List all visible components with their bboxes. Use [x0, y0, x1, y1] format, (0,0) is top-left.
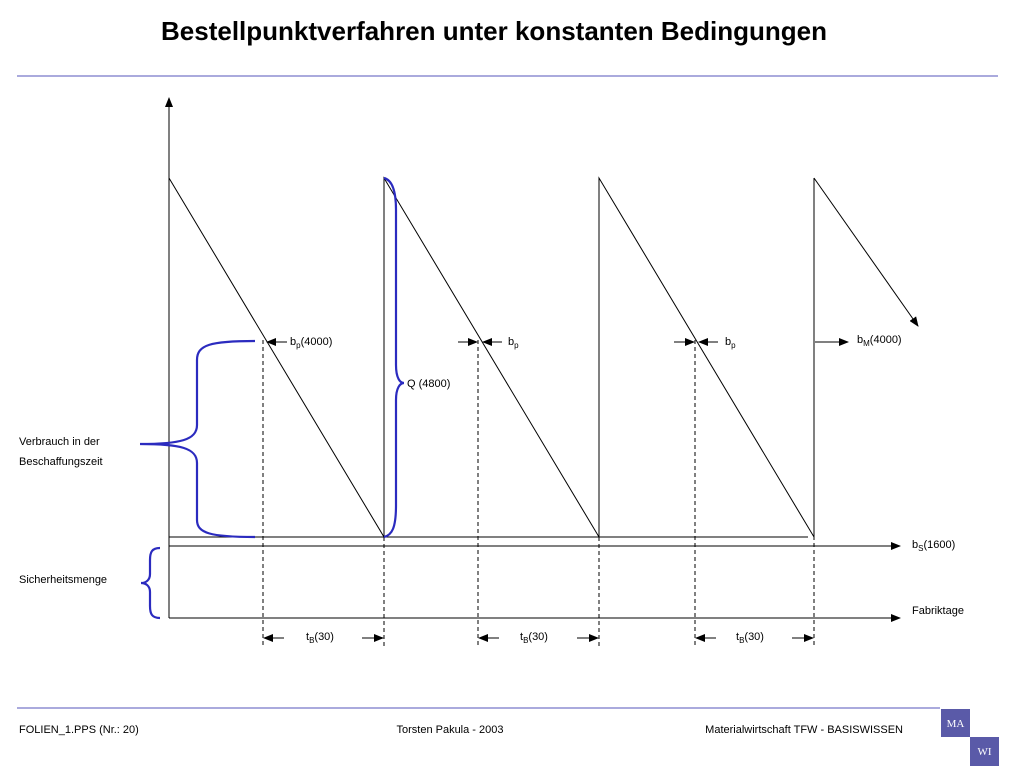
reorder-label: bp(4000) — [290, 336, 332, 350]
logo-text: MA — [947, 718, 965, 730]
dashed-lines — [262, 340, 815, 648]
reorder-label: bp — [508, 336, 519, 350]
lead-time-label: tB(30) — [736, 631, 764, 645]
footer-right: Materialwirtschaft TFW - BASISWISSEN — [705, 724, 903, 736]
order-brace — [383, 176, 405, 539]
reorder-label: bM(4000) — [857, 334, 902, 348]
safety-brace — [140, 546, 161, 620]
stock-curve-end — [813, 177, 919, 327]
lead-time-label: tB(30) — [520, 631, 548, 645]
logo-text: WI — [977, 746, 991, 758]
safety-stock-label: Sicherheitsmenge — [19, 574, 107, 586]
logo-box — [970, 737, 999, 766]
footer-center: Torsten Pakula - 2003 — [396, 724, 503, 736]
order-quantity-label: Q (4800) — [407, 378, 450, 390]
x-axis-label: Fabriktage — [912, 605, 964, 617]
logo-box — [941, 709, 970, 737]
footer-left: FOLIEN_1.PPS (Nr.: 20) — [19, 724, 139, 736]
safety-line-label: bS(1600) — [912, 539, 955, 553]
reorder-label: bp — [725, 336, 736, 350]
consumption-brace — [139, 339, 256, 539]
consumption-label: Verbrauch in der — [19, 436, 100, 448]
title: Bestellpunktverfahren unter konstanten B… — [161, 16, 827, 46]
stock-curve — [168, 176, 815, 539]
consumption-label: Beschaffungszeit — [19, 456, 103, 468]
lead-time-label: tB(30) — [306, 631, 334, 645]
